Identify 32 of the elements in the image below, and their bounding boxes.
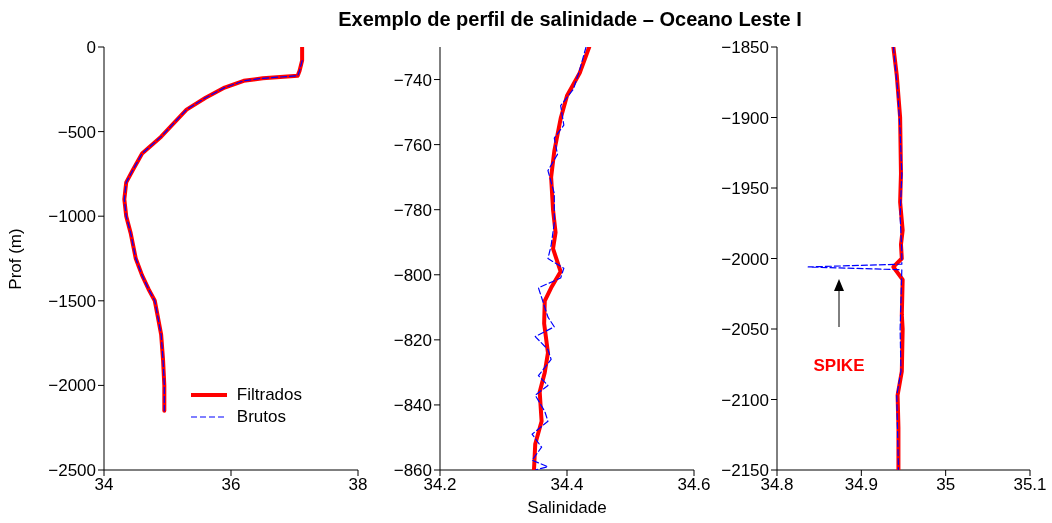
y-tick-label: −2500 bbox=[48, 461, 96, 481]
y-tick-label: −2000 bbox=[48, 376, 96, 396]
y-tick-label: −2000 bbox=[721, 249, 769, 269]
x-tick-label: 34.4 bbox=[550, 475, 584, 495]
x-tick-label: 34 bbox=[94, 475, 114, 495]
y-tick-label: −1950 bbox=[721, 179, 769, 199]
y-tick-label: 0 bbox=[86, 38, 96, 58]
x-tick-label: 34.9 bbox=[844, 475, 878, 495]
y-tick-label: −740 bbox=[393, 70, 432, 90]
y-tick-label: −840 bbox=[393, 395, 432, 415]
x-axis-title: Salinidade bbox=[526, 498, 608, 518]
legend-label: Brutos bbox=[236, 407, 286, 427]
y-tick-label: −780 bbox=[393, 200, 432, 220]
y-tick-label: −2100 bbox=[721, 390, 769, 410]
y-tick-label: −1900 bbox=[721, 108, 769, 128]
legend-label: Filtrados bbox=[236, 385, 302, 405]
chart-title: Exemplo de perfil de salinidade – Oceano Leste I bbox=[337, 8, 803, 31]
y-tick-label: −1000 bbox=[48, 207, 96, 227]
x-tick-label: 35 bbox=[936, 475, 956, 495]
y-tick-label: −2050 bbox=[721, 320, 769, 340]
x-tick-label: 38 bbox=[348, 475, 368, 495]
y-tick-label: −500 bbox=[57, 122, 96, 142]
x-tick-label: 35.1 bbox=[1013, 475, 1047, 495]
y-tick-label: −820 bbox=[393, 330, 432, 350]
y-tick-label: −760 bbox=[393, 135, 432, 155]
y-axis-title: Prof (m) bbox=[6, 227, 26, 290]
y-tick-label: −1500 bbox=[48, 291, 96, 311]
x-tick-label: 34.6 bbox=[677, 475, 711, 495]
annotation: SPIKE bbox=[813, 356, 865, 376]
y-tick-label: −1850 bbox=[721, 38, 769, 58]
x-tick-label: 36 bbox=[221, 475, 241, 495]
y-tick-label: −800 bbox=[393, 265, 432, 285]
